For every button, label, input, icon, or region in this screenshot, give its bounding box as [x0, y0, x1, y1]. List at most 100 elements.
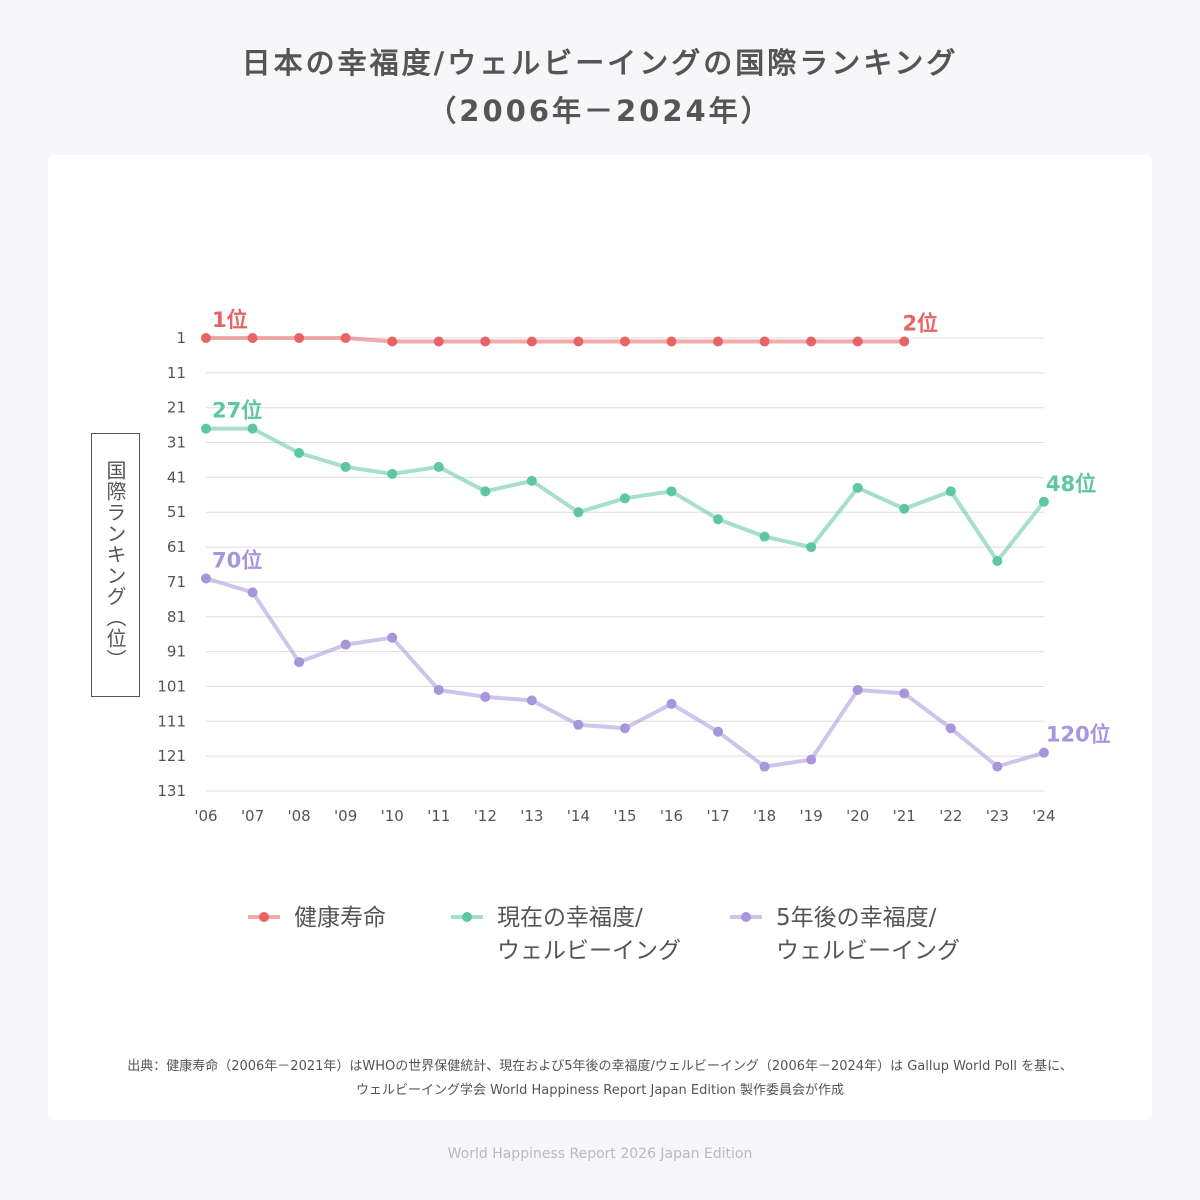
data-point [759, 336, 770, 347]
x-tick-label: '08 [287, 807, 310, 825]
data-point [806, 754, 817, 765]
data-point [1038, 496, 1049, 507]
data-point [899, 688, 910, 699]
data-point [945, 486, 956, 497]
x-tick-label: '21 [893, 807, 916, 825]
data-point [759, 761, 770, 772]
data-point [247, 333, 258, 343]
footer-credit: World Happiness Report 2026 Japan Editio… [447, 1146, 753, 1162]
data-point [713, 514, 724, 525]
data-point [666, 336, 677, 347]
source-note-line1: 出典：健康寿命（2006年－2021年）はWHOの世界保健統計、現在および5年後… [127, 1059, 1073, 1074]
data-point [899, 336, 910, 347]
y-tick-label: 121 [157, 747, 186, 765]
data-label: 70位 [212, 548, 262, 572]
x-tick-label: '17 [706, 807, 729, 825]
data-point [201, 423, 211, 434]
data-point [201, 573, 211, 584]
data-point [619, 723, 630, 734]
y-tick-label: 11 [167, 364, 186, 382]
data-point [201, 333, 211, 343]
y-tick-label: 21 [167, 399, 186, 417]
x-tick-label: '16 [660, 807, 683, 825]
data-point [806, 336, 817, 347]
chart-title: 日本の幸福度/ウェルビーイングの国際ランキング [241, 46, 959, 80]
series-line-2 [205, 576, 1045, 769]
y-tick-label: 51 [167, 503, 186, 521]
data-point [433, 336, 444, 347]
data-point [294, 333, 305, 343]
legend-item-future: 5年後の幸福度/ ウェルビーイング [730, 902, 960, 968]
data-point [340, 461, 351, 472]
x-tick-label: '10 [381, 807, 404, 825]
legend-label-current: 現在の幸福度/ [497, 905, 643, 931]
y-tick-label: 111 [157, 712, 186, 730]
data-point [759, 531, 770, 542]
data-point [945, 723, 956, 734]
data-point [480, 691, 491, 702]
x-tick-label: '06 [194, 807, 217, 825]
data-label: 1位 [212, 308, 248, 332]
data-point [852, 482, 863, 493]
data-point [1038, 747, 1049, 758]
data-label: 48位 [1046, 472, 1096, 496]
data-point [387, 468, 398, 479]
series-line-0 [206, 336, 905, 344]
data-point [247, 423, 258, 434]
legend-swatch-health [248, 912, 280, 922]
data-point [573, 507, 584, 518]
data-point [666, 486, 677, 497]
data-point [573, 719, 584, 730]
y-tick-label: 101 [157, 677, 186, 695]
data-point [387, 632, 398, 643]
x-tick-label: '07 [241, 807, 264, 825]
legend-item-health: 健康寿命 [248, 902, 386, 935]
y-tick-label: 71 [167, 573, 186, 591]
data-point [340, 639, 351, 650]
x-tick-label: '23 [986, 807, 1009, 825]
y-tick-label: 131 [157, 782, 186, 800]
data-point [992, 556, 1003, 567]
y-tick-label: 31 [167, 434, 186, 452]
legend-label-future: 5年後の幸福度/ [776, 905, 937, 931]
data-point [433, 684, 444, 695]
data-point [619, 336, 630, 347]
data-point [294, 657, 305, 668]
data-point [387, 336, 398, 347]
x-tick-label: '11 [427, 807, 450, 825]
y-tick-label: 81 [167, 608, 186, 626]
data-point [526, 336, 537, 347]
data-point [806, 542, 817, 553]
x-tick-label: '14 [567, 807, 590, 825]
x-tick-label: '24 [1032, 807, 1055, 825]
y-tick-label: 91 [167, 643, 186, 661]
data-label: 2位 [902, 311, 938, 335]
data-point [852, 684, 863, 695]
legend-item-current: 現在の幸福度/ ウェルビーイング [451, 902, 681, 968]
x-tick-label: '13 [520, 807, 543, 825]
data-point [480, 336, 491, 347]
legend-swatch-current [451, 912, 483, 922]
x-tick-label: '20 [846, 807, 869, 825]
data-point [899, 503, 910, 514]
data-point [526, 695, 537, 706]
data-point [294, 447, 305, 458]
data-point [666, 698, 677, 709]
data-point [992, 761, 1003, 772]
data-label: 27位 [212, 399, 262, 423]
y-axis-label: 国際ランキング（位） [103, 460, 127, 670]
data-point [480, 486, 491, 497]
data-point [526, 475, 537, 486]
legend-label-current-line2: ウェルビーイング [497, 938, 681, 964]
data-point [619, 493, 630, 504]
legend-swatch-future [730, 912, 762, 922]
data-point [433, 461, 444, 472]
x-tick-label: '19 [800, 807, 823, 825]
y-tick-label: 61 [167, 538, 186, 556]
x-tick-label: '18 [753, 807, 776, 825]
data-point [713, 726, 724, 737]
data-point [852, 336, 863, 347]
chart-subtitle: （2006年－2024年） [427, 94, 773, 128]
source-note-line2: ウェルビーイング学会 World Happiness Report Japan … [355, 1083, 845, 1098]
